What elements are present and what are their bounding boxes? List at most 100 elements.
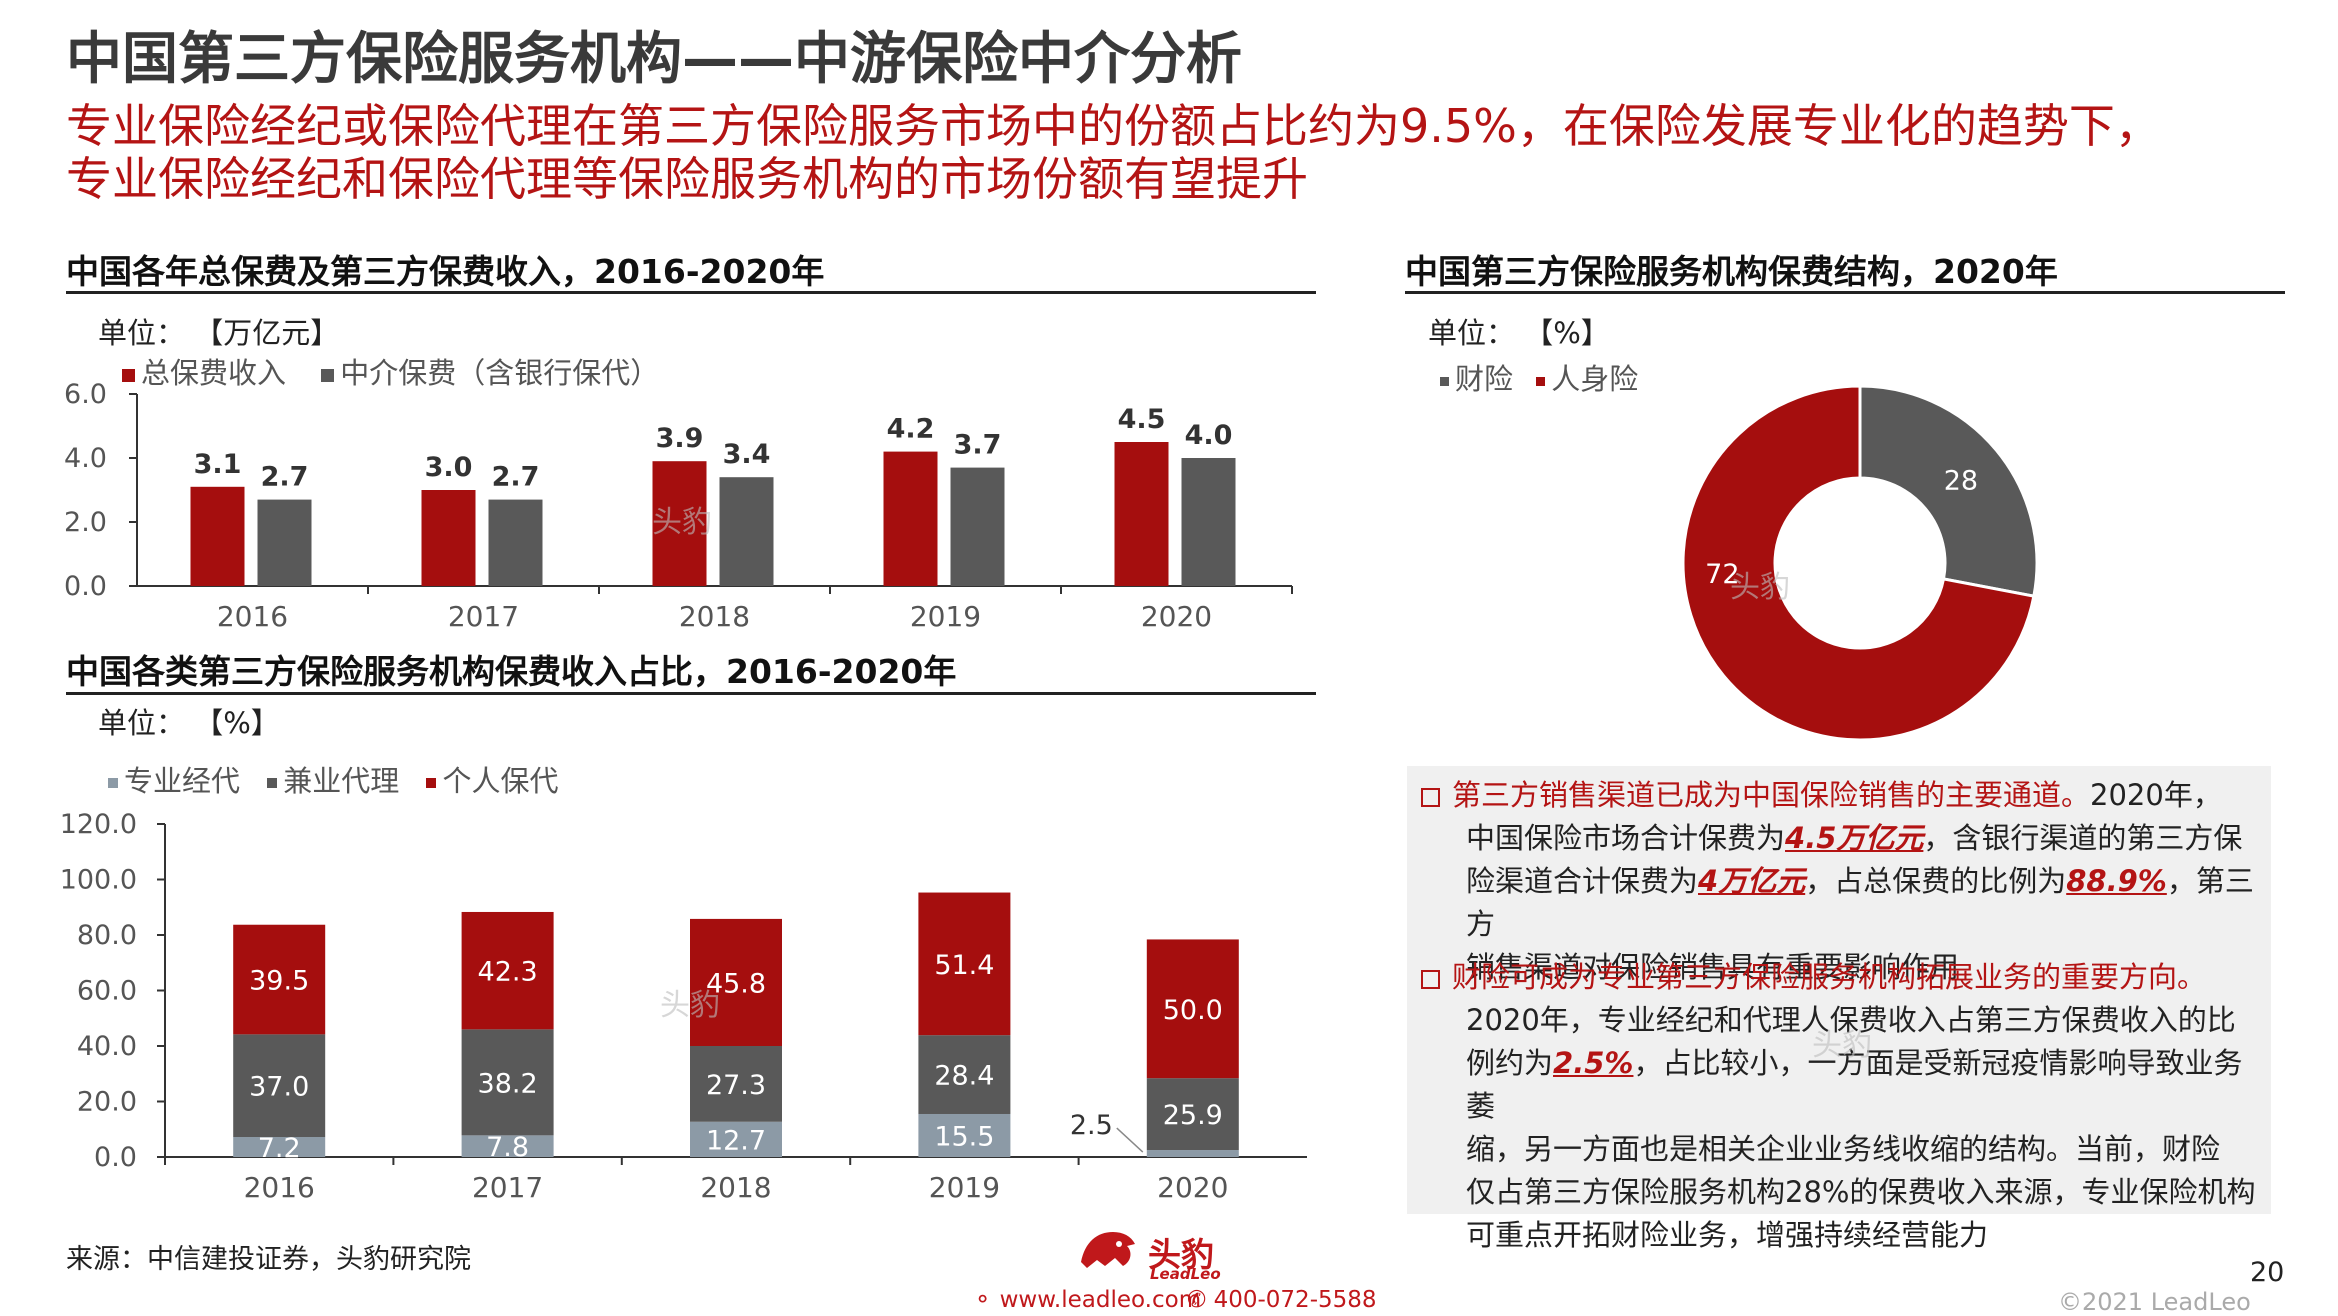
data-label: 2.7 xyxy=(261,462,309,493)
x-tick-label: 2019 xyxy=(929,1171,1000,1204)
share-legend: 专业经代 兼业代理 个人保代 xyxy=(108,758,584,800)
leopard-logo-icon xyxy=(1081,1232,1135,1268)
stacked-bar-segment xyxy=(233,924,326,1035)
legend-label-property: 财险 xyxy=(1455,362,1514,396)
legend-item-concurrent: 兼业代理 xyxy=(267,764,399,798)
y-tick-label: 0.0 xyxy=(94,1142,137,1173)
premium-legend: 总保费收入 中介保费（含银行保代） xyxy=(122,350,685,392)
x-tick-label: 2020 xyxy=(1141,600,1212,633)
stacked-bar-segment xyxy=(690,1121,782,1157)
source-note: 来源：中信建投证券，头豹研究院 xyxy=(66,1244,471,1275)
y-tick-label: 4.0 xyxy=(64,443,107,474)
note-1-text: 险渠道合计保费为 xyxy=(1466,864,1699,898)
note-1-text: ，含银行渠道的第三方保 xyxy=(1923,821,2243,855)
page-number: 20 xyxy=(2250,1257,2285,1288)
note-2-text: ，占比较小，一方面是受新冠疫情影响导致业务萎 xyxy=(1466,1046,2243,1123)
data-label: 2.5 xyxy=(1070,1110,1113,1141)
structure-chart-title: 中国第三方保险服务机构保费结构，2020年 xyxy=(1405,252,2058,291)
data-label: 3.9 xyxy=(656,423,704,454)
data-label: 3.1 xyxy=(194,449,242,480)
data-label: 28.4 xyxy=(934,1061,994,1092)
copyright: ©2021 LeadLeo xyxy=(2058,1288,2251,1316)
data-label: 37.0 xyxy=(249,1072,309,1103)
data-label: 39.5 xyxy=(249,966,309,997)
data-label: 3.7 xyxy=(954,430,1002,461)
data-label: 51.4 xyxy=(934,950,994,981)
note-1-line-1: 中国保险市场合计保费为4.5万亿元，含银行渠道的第三方保 xyxy=(1421,817,2257,860)
data-label: 4.5 xyxy=(1118,404,1166,435)
data-label: 15.5 xyxy=(934,1121,994,1152)
legend-item-life: 人身险 xyxy=(1536,362,1638,396)
note-2-text: 例约为 xyxy=(1466,1046,1554,1080)
bar xyxy=(257,499,312,586)
x-tick-label: 2017 xyxy=(448,600,519,633)
note-1-heading-tail: 2020年， xyxy=(2090,778,2222,812)
stacked-bar-segment xyxy=(461,1135,554,1157)
note-2-line-3: 缩，另一方面也是相关企业业务线收缩的结构。当前，财险 xyxy=(1466,1132,2221,1166)
watermark: 头豹 xyxy=(660,988,720,1023)
data-label: 45.8 xyxy=(706,968,766,999)
y-tick-label: 6.0 xyxy=(64,379,107,410)
stacked-bar-segment xyxy=(690,918,782,1046)
data-label: 3.0 xyxy=(425,452,473,483)
stacked-bar-segment xyxy=(690,1046,782,1122)
note-2-heading: 财险可成为专业第三方保险服务机构拓展业务的重要方向。 xyxy=(1421,956,2257,999)
premium-bar-chart: 0.0 2.0 4.0 6.0 2016 3.1 2.7 2017 3.0 2.7 2018 3.9 3… xyxy=(64,379,1293,633)
y-tick-label: 2.0 xyxy=(64,507,107,538)
data-label: 3.4 xyxy=(723,439,771,470)
stacked-bar-segment xyxy=(1146,939,1239,1079)
legend-swatch-life xyxy=(1536,376,1546,386)
bar xyxy=(950,467,1005,586)
legend-item-property: 财险 xyxy=(1440,362,1513,396)
x-tick-label: 2018 xyxy=(679,600,750,633)
data-label: 7.2 xyxy=(258,1133,301,1164)
data-label: 4.2 xyxy=(887,414,935,445)
website-text: www.leadleo.com xyxy=(999,1287,1202,1313)
x-tick-label: 2016 xyxy=(217,600,288,633)
y-tick-label: 100.0 xyxy=(60,865,137,896)
y-tick-label: 20.0 xyxy=(77,1087,137,1118)
bar xyxy=(488,499,543,586)
y-tick-label: 0.0 xyxy=(64,571,107,602)
note-1-text: 中国保险市场合计保费为 xyxy=(1466,821,1786,855)
note-1-heading-text: 第三方销售渠道已成为中国保险销售的主要通道。 xyxy=(1452,778,2091,812)
leader-line xyxy=(1116,1127,1144,1153)
slice-label: 28 xyxy=(1944,465,1978,496)
share-title-rule xyxy=(66,692,1316,695)
subtitle-line-1: 专业保险经纪或保险代理在第三方保险服务市场中的份额占比约为9.5%，在保险发展专… xyxy=(66,99,2161,153)
legend-label-individual: 个人保代 xyxy=(442,764,559,798)
note-2-line-2: 例约为2.5%，占比较小，一方面是受新冠疫情影响导致业务萎 xyxy=(1421,1042,2257,1128)
premium-unit: 单位： 【万亿元】 xyxy=(98,316,340,350)
share-unit: 单位： 【%】 xyxy=(98,706,280,740)
note-paragraph-2: 财险可成为专业第三方保险服务机构拓展业务的重要方向。 2020年，专业经纪和代理… xyxy=(1421,956,2257,1257)
bar xyxy=(883,451,938,586)
legend-label-professional: 专业经代 xyxy=(124,764,241,798)
phone-icon: ✆ xyxy=(1187,1287,1207,1313)
bar xyxy=(1181,458,1236,586)
data-label: 38.2 xyxy=(478,1068,538,1099)
watermark: 头豹 xyxy=(1812,1028,1872,1063)
y-tick-label: 60.0 xyxy=(77,976,137,1007)
watermark: 头豹 xyxy=(652,505,712,540)
y-tick-label: 40.0 xyxy=(77,1031,137,1062)
watermark: 头豹 xyxy=(1730,570,1790,605)
x-tick-label: 2018 xyxy=(700,1171,771,1204)
structure-title-rule xyxy=(1405,291,2285,294)
data-label: 12.7 xyxy=(706,1125,766,1156)
premium-chart-title: 中国各年总保费及第三方保费收入，2016-2020年 xyxy=(66,252,825,291)
bar xyxy=(190,486,245,586)
highlight-total-premium: 4.5万亿元 xyxy=(1785,821,1924,855)
x-tick-label: 2020 xyxy=(1157,1171,1228,1204)
legend-item-individual: 个人保代 xyxy=(426,764,558,798)
globe-icon: ⚬ xyxy=(973,1287,993,1313)
note-1-text: ，第三方 xyxy=(1466,864,2254,941)
stacked-bar-segment xyxy=(918,1113,1011,1157)
stacked-bar-segment xyxy=(1146,1078,1239,1151)
stacked-bar-segment xyxy=(461,911,554,1030)
note-2-heading-text: 财险可成为专业第三方保险服务机构拓展业务的重要方向。 xyxy=(1452,960,2207,994)
structure-legend: 财险 人身险 xyxy=(1440,356,1664,398)
website-link[interactable]: ⚬ www.leadleo.com xyxy=(973,1287,1201,1313)
x-tick-label: 2016 xyxy=(244,1171,315,1204)
phone-text: 400-072-5588 xyxy=(1213,1287,1377,1313)
legend-swatch-intermediary xyxy=(321,368,335,382)
